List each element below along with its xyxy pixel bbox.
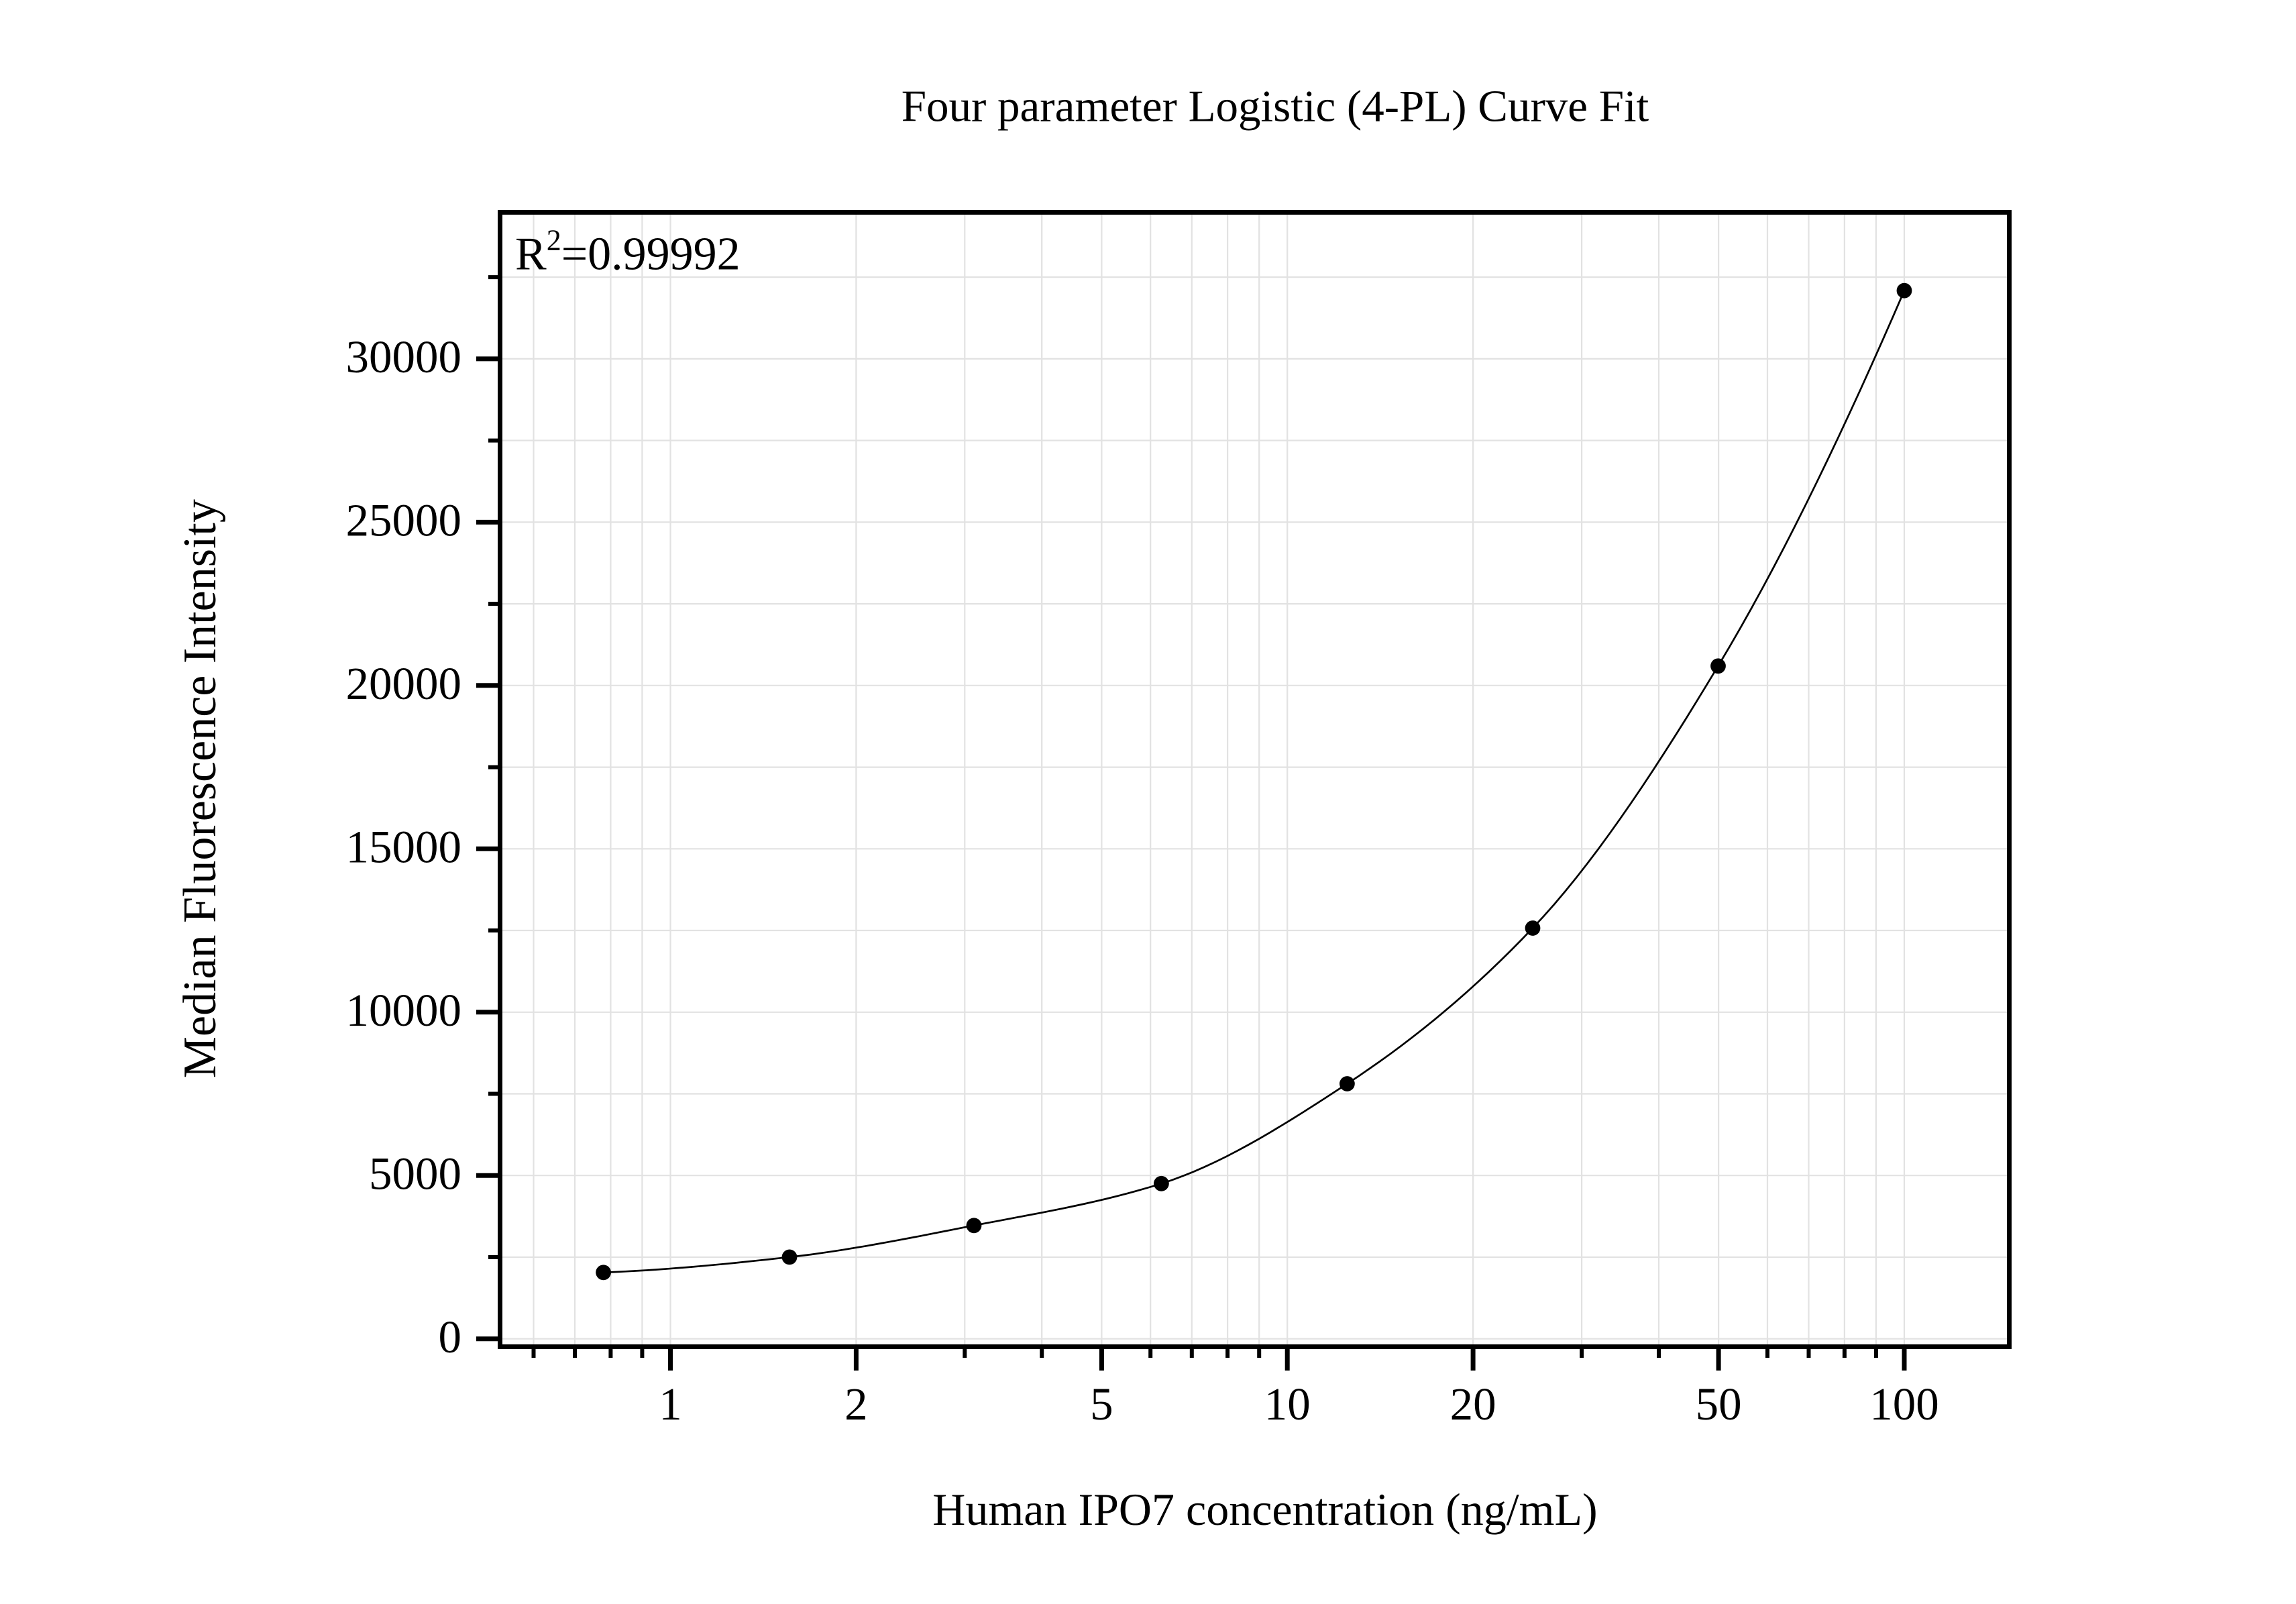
svg-text:2: 2 (844, 1379, 868, 1430)
svg-text:5000: 5000 (369, 1148, 461, 1199)
svg-text:Four parameter Logistic (4-PL): Four parameter Logistic (4-PL) Curve Fit (901, 82, 1649, 131)
svg-text:15000: 15000 (346, 822, 462, 873)
svg-text:20000: 20000 (346, 658, 462, 709)
svg-text:Median Fluorescence Intensity: Median Fluorescence Intensity (174, 499, 226, 1078)
svg-text:10: 10 (1264, 1379, 1311, 1430)
svg-text:30000: 30000 (346, 331, 462, 382)
svg-text:0: 0 (439, 1312, 462, 1362)
svg-text:50: 50 (1696, 1379, 1742, 1430)
svg-text:20: 20 (1450, 1379, 1496, 1430)
svg-text:R2=0.99992: R2=0.99992 (515, 223, 741, 280)
svg-text:1: 1 (659, 1379, 682, 1430)
svg-text:Human IPO7 concentration (ng/m: Human IPO7 concentration (ng/mL) (932, 1484, 1597, 1535)
svg-text:25000: 25000 (346, 495, 462, 546)
svg-text:10000: 10000 (346, 985, 462, 1036)
svg-text:5: 5 (1090, 1379, 1113, 1430)
svg-text:100: 100 (1869, 1379, 1939, 1430)
